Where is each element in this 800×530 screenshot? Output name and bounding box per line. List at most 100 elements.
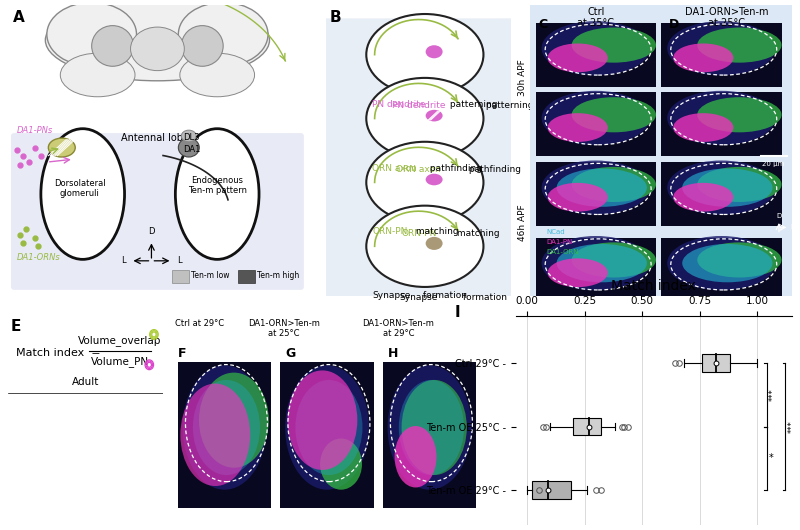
Ellipse shape <box>366 206 483 287</box>
FancyBboxPatch shape <box>11 133 304 290</box>
Bar <box>702 354 730 372</box>
Text: ***: *** <box>769 388 778 401</box>
Text: Synapse: Synapse <box>399 293 438 302</box>
Bar <box>281 361 374 508</box>
Bar <box>535 92 656 156</box>
Ellipse shape <box>667 91 775 145</box>
Ellipse shape <box>175 129 259 259</box>
Ellipse shape <box>41 129 125 259</box>
Bar <box>535 162 656 226</box>
Text: DA1-ORN>Ten-m
at 25°C: DA1-ORN>Ten-m at 25°C <box>685 7 768 28</box>
Text: DA1-PN: DA1-PN <box>546 239 572 245</box>
Text: Volume_PN: Volume_PN <box>90 356 149 367</box>
Text: patterning: patterning <box>483 101 534 110</box>
Text: Volume_overlap: Volume_overlap <box>78 335 162 346</box>
Text: Ctrl
at 25°C: Ctrl at 25°C <box>578 7 614 28</box>
Ellipse shape <box>130 27 184 70</box>
Ellipse shape <box>366 142 483 223</box>
Ellipse shape <box>320 438 362 490</box>
Ellipse shape <box>178 3 268 66</box>
Text: I: I <box>454 305 461 320</box>
Bar <box>661 23 782 86</box>
Ellipse shape <box>557 244 647 282</box>
Ellipse shape <box>366 78 483 159</box>
Text: patterning: patterning <box>447 100 498 109</box>
Text: 30h APF: 30h APF <box>518 59 527 96</box>
Ellipse shape <box>394 426 437 488</box>
Ellipse shape <box>674 183 734 211</box>
Bar <box>661 237 782 302</box>
Text: F: F <box>178 347 186 360</box>
Ellipse shape <box>426 237 442 250</box>
Text: 20 µm: 20 µm <box>762 161 785 166</box>
Ellipse shape <box>180 384 250 486</box>
Text: ORN axon: ORN axon <box>373 164 418 173</box>
Ellipse shape <box>287 370 358 470</box>
Bar <box>535 23 656 86</box>
Ellipse shape <box>542 236 650 290</box>
Text: L: L <box>790 224 794 231</box>
Text: Antennal lobes: Antennal lobes <box>121 133 194 143</box>
Text: matching: matching <box>413 227 458 236</box>
Ellipse shape <box>548 258 608 287</box>
Text: formation: formation <box>460 293 506 302</box>
Text: Ctrl at 29°C: Ctrl at 29°C <box>175 319 224 328</box>
Text: pathfinding: pathfinding <box>426 164 482 173</box>
Text: L: L <box>177 257 182 266</box>
Ellipse shape <box>426 45 442 58</box>
Text: PN dendrite: PN dendrite <box>373 100 426 109</box>
Ellipse shape <box>60 53 135 97</box>
Title: Match index: Match index <box>611 279 696 294</box>
Bar <box>661 92 782 156</box>
Text: DA1-PNs: DA1-PNs <box>17 126 54 135</box>
Ellipse shape <box>548 43 608 72</box>
Text: Ten-m low: Ten-m low <box>191 271 230 280</box>
Text: formation: formation <box>420 292 467 301</box>
Bar <box>172 270 189 282</box>
Text: DL3: DL3 <box>183 133 199 142</box>
Text: DA1-ORN>Ten-m
at 29°C: DA1-ORN>Ten-m at 29°C <box>362 319 434 338</box>
Ellipse shape <box>48 138 75 157</box>
Text: NCad: NCad <box>546 228 565 235</box>
Text: D: D <box>669 19 679 31</box>
Text: A: A <box>13 10 24 25</box>
Ellipse shape <box>285 365 369 490</box>
Ellipse shape <box>572 242 656 278</box>
Ellipse shape <box>572 97 656 132</box>
Ellipse shape <box>180 53 254 97</box>
Ellipse shape <box>178 138 199 157</box>
Ellipse shape <box>698 97 782 132</box>
Ellipse shape <box>682 244 773 282</box>
Text: ***: *** <box>787 420 796 433</box>
Ellipse shape <box>698 167 782 202</box>
Ellipse shape <box>557 169 647 207</box>
Text: pathfinding: pathfinding <box>466 165 521 174</box>
Ellipse shape <box>92 25 134 66</box>
Text: ORN-PN: ORN-PN <box>401 229 436 238</box>
Text: C: C <box>538 19 547 31</box>
Ellipse shape <box>572 167 656 202</box>
Text: PN dendrite: PN dendrite <box>392 101 446 110</box>
Text: matching: matching <box>454 229 499 238</box>
Ellipse shape <box>182 25 223 66</box>
Ellipse shape <box>398 380 464 475</box>
Ellipse shape <box>402 380 467 475</box>
Ellipse shape <box>682 169 773 207</box>
Ellipse shape <box>674 113 734 142</box>
Ellipse shape <box>182 130 196 142</box>
Text: Ten-m high: Ten-m high <box>257 271 299 280</box>
Ellipse shape <box>698 28 782 63</box>
Text: G: G <box>285 347 295 360</box>
FancyBboxPatch shape <box>325 19 513 297</box>
Text: Match index  =: Match index = <box>16 348 100 358</box>
Ellipse shape <box>667 236 775 290</box>
Ellipse shape <box>426 110 442 121</box>
Ellipse shape <box>46 0 270 81</box>
Text: D: D <box>148 227 154 236</box>
Text: L: L <box>122 257 126 266</box>
Ellipse shape <box>199 373 269 468</box>
Text: ORN-PN: ORN-PN <box>373 227 408 236</box>
Bar <box>238 270 254 282</box>
Ellipse shape <box>667 21 775 75</box>
Text: DA1-ORN: DA1-ORN <box>546 249 578 255</box>
